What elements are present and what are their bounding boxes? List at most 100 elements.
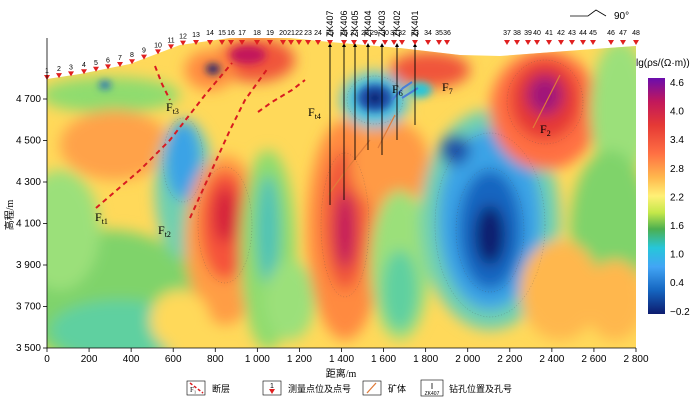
colorbar-gradient [648,78,665,314]
station-label: 15 [218,30,226,37]
station-marker-icon [590,40,596,45]
station-marker-icon [193,40,199,45]
borehole-label: ZK402 [392,10,402,37]
station-label: 10 [154,42,162,49]
colorbar-label: 4.6 [670,78,684,89]
colorbar-label: 1.6 [670,221,684,232]
fault-labels: Ft1 Ft2 Ft3 Ft4 F2 F6 F7 [95,80,551,239]
x-tick-label: 600 [165,354,182,365]
borehole-marker-icon [366,43,370,47]
direction-indicator: 90° [570,9,629,22]
ore-legend-icon [366,382,377,394]
borehole-label: ZK404 [363,10,373,37]
station-marker-icon [580,40,586,45]
ore-bodies [327,74,561,196]
station-label: 4 [82,62,86,69]
station-label: 36 [443,30,451,37]
legend-ore-text: 矿体 [388,383,406,394]
station-label: 20 [279,30,287,37]
station-label: 11 [167,37,174,44]
axes: 0 200 400 600 800 1 000 1 200 1 400 1 600 1 800 2 … [3,38,649,380]
station-label: 12 [179,34,187,41]
station-label: 22 [295,30,303,37]
x-tick-label: 2 800 [623,354,648,365]
station-marker-icon [93,66,99,72]
station-label: 6 [106,57,110,64]
station-label: 34 [424,30,432,37]
colorbar-label: 2.2 [670,192,684,203]
ore-body-right [532,74,561,129]
station-marker-icon [239,40,245,45]
x-tick-label: 2 000 [455,354,480,365]
station-label: 39 [524,30,532,37]
colorbar-label: 0.4 [670,278,684,289]
x-tick-label: 2 400 [539,354,564,365]
station-marker-icon [56,73,62,79]
station-label: 38 [513,30,521,37]
fault-legend-icon-text: F₁ [190,386,196,394]
station-label: 42 [557,30,565,37]
station-marker-icon [569,40,575,45]
station-label: 43 [568,30,576,37]
legend-item-ore: 矿体 [362,380,406,396]
x-tick-label: 1 600 [371,354,396,365]
y-tick-label: 3 900 [16,260,41,271]
station-marker-icon [296,40,302,45]
direction-label: 90° [614,11,629,22]
station-label: 17 [238,30,246,37]
ore-body-mid2 [377,114,396,149]
station-marker-icon [288,40,294,45]
borehole-label: ZK405 [350,10,360,37]
x-axis-ticks: 0 200 400 600 800 1 000 1 200 1 400 1 600 1 800 2 … [44,348,649,365]
station-marker-icon [105,64,111,70]
ore-body-mid [327,139,371,196]
x-tick-label: 200 [81,354,98,365]
station-label: 9 [142,48,146,55]
y-tick-label: 4 700 [16,94,41,105]
station-markers: 1234567891011121314151617181920212223242… [44,30,640,80]
y-tick-label: 3 500 [16,343,41,354]
station-label: 41 [545,30,553,37]
station-label: 40 [533,30,541,37]
y-axis-title: 高程/m [3,200,16,231]
x-tick-label: 1 000 [245,354,270,365]
station-label: 21 [287,30,295,37]
station-label: 3 [69,64,73,71]
fault-lines [95,62,306,219]
x-tick-label: 1 200 [287,354,312,365]
fault-label-t1: Ft1 [95,210,108,226]
station-label: 18 [253,30,261,37]
station-marker-icon [391,40,397,45]
station-label: 16 [227,30,235,37]
station-marker-icon [228,40,234,45]
station-marker-icon [315,40,321,45]
station-marker-icon [129,59,135,65]
x-tick-label: 800 [207,354,224,365]
direction-arrow-icon [570,9,607,17]
station-marker-icon [219,40,225,45]
colorbar-label: 2.8 [670,164,684,175]
station-marker-icon [180,40,186,46]
station-label: 14 [206,30,214,37]
station-marker-icon [168,44,174,50]
station-legend-icon-text: 1 [270,383,274,390]
station-marker-icon [362,40,368,45]
station-label: 8 [130,52,134,59]
station-marker-icon [155,49,161,55]
fault-label-f2: F2 [540,122,551,138]
borehole-marker-icon [395,43,399,47]
station-marker-icon [371,40,377,45]
station-marker-icon [68,71,74,77]
x-tick-label: 400 [123,354,140,365]
x-tick-label: 0 [44,354,50,365]
y-tick-label: 4 500 [16,136,41,147]
colorbar-label: 4.0 [670,107,684,118]
station-marker-icon [620,40,626,45]
station-marker-icon [546,40,552,45]
station-marker-icon [608,40,614,45]
borehole-legend-icon-text: ZK407 [425,391,440,397]
borehole-label: ZK401 [410,10,420,37]
colorbar-labels: 4.6 4.0 3.4 2.8 2.2 1.6 1.0 0.4 −0.2 [670,78,690,318]
station-marker-icon [425,40,431,45]
